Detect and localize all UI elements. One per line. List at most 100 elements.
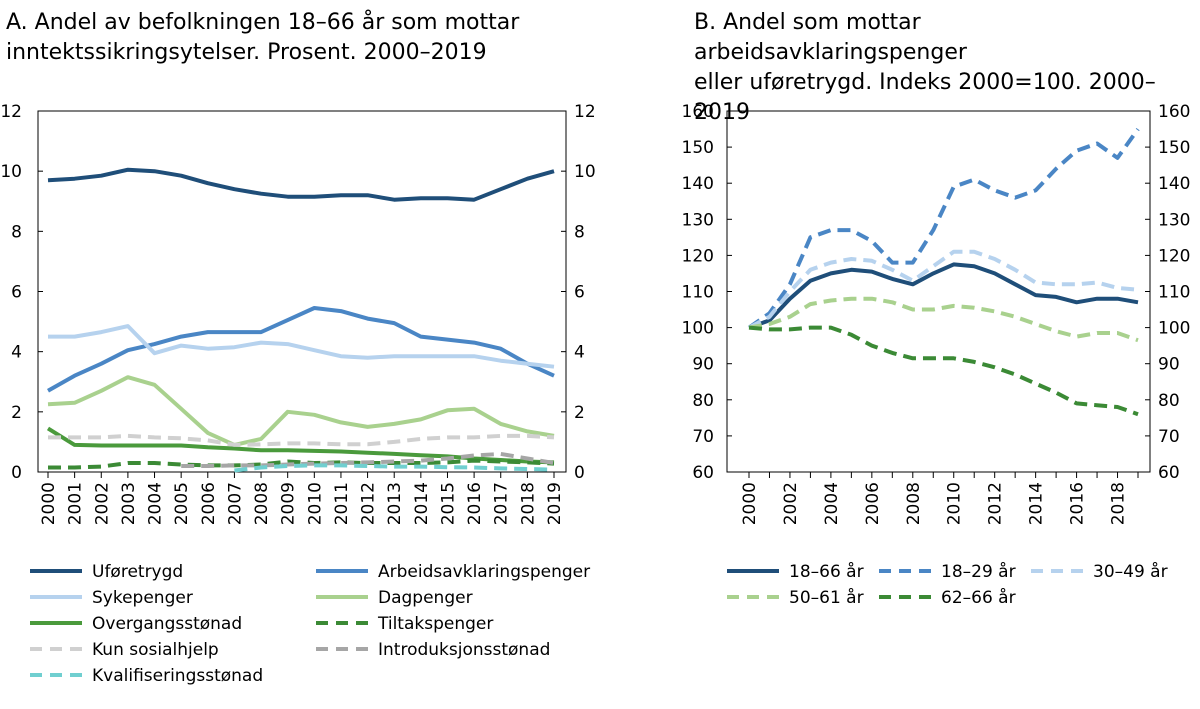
y-tick-label-right: 4 — [574, 343, 585, 363]
x-tick-label: 2000 — [39, 482, 59, 525]
series-line-62-66-år — [748, 325, 1139, 417]
y-tick-label-right: 8 — [574, 222, 585, 242]
x-tick-label: 2004 — [822, 482, 842, 525]
x-tick-label: 2004 — [146, 482, 166, 525]
y-tick-label-right: 120 — [1158, 246, 1190, 266]
x-tick-label: 2002 — [92, 482, 112, 525]
x-tick-label: 2014 — [412, 482, 432, 525]
y-tick-label-left: 4 — [11, 343, 22, 363]
chart-b-title-line-1: B. Andel som mottar arbeidsavklaringspen… — [694, 10, 967, 65]
y-tick-label-left: 12 — [0, 102, 22, 122]
series-line-kun-sosialhjelp — [48, 433, 555, 447]
x-tick-label: 2007 — [225, 482, 245, 525]
x-tick-label: 2006 — [863, 482, 883, 525]
x-tick-label: 2018 — [518, 482, 538, 525]
x-tick-label: 2019 — [545, 482, 565, 525]
series-line-18-29-år — [747, 127, 1140, 330]
y-tick-label-right: 12 — [574, 102, 596, 122]
series-line-30-49-år — [748, 249, 1139, 330]
y-tick-label-right: 70 — [1158, 427, 1180, 447]
y-tick-label-right: 90 — [1158, 355, 1180, 375]
chart-a-title: A. Andel av befolkningen 18–66 år som mo… — [6, 8, 566, 68]
series-line-uføretrygd — [47, 167, 555, 202]
x-tick-label: 2018 — [1109, 482, 1129, 525]
y-tick-label-right: 100 — [1158, 319, 1190, 339]
x-tick-label: 2014 — [1027, 482, 1047, 525]
legend-label-sykepenger: Sykepenger — [92, 588, 193, 608]
y-tick-label-left: 70 — [692, 427, 714, 447]
plot-frame-b — [726, 110, 1151, 473]
legend-label-kvalifiseringsstønad: Kvalifiseringsstønad — [92, 666, 263, 686]
legend-label-18-29-år: 18–29 år — [941, 561, 1016, 582]
y-tick-label-right: 80 — [1158, 391, 1180, 411]
y-tick-label-left: 6 — [11, 283, 22, 303]
y-tick-label-left: 100 — [682, 319, 714, 339]
chart-b-title-line-2: eller uføretrygd. Indeks 2000=100. 2000–… — [694, 70, 1156, 125]
legend-label-tiltakspenger: Tiltakspenger — [377, 614, 493, 634]
series-line-dagpenger — [47, 375, 555, 447]
x-tick-label: 2005 — [172, 482, 192, 525]
series-line-arbeidsavklaringspenger — [47, 306, 555, 393]
chart-a: 0 0 2 2 4 4 6 6 8 8 10 10 12 12 2000 2001 2002 2003 2004 20… — [0, 102, 595, 686]
chart-a-title-line-2: inntektssikringsytelser. Prosent. 2000–2… — [6, 40, 487, 65]
y-tick-label-left: 160 — [682, 102, 714, 122]
series-line-overgangsstønad — [46, 426, 555, 465]
y-tick-label-right: 60 — [1158, 463, 1180, 483]
x-tick-label: 2008 — [904, 482, 924, 525]
y-tick-label-right: 140 — [1158, 174, 1190, 194]
y-tick-label-right: 10 — [574, 162, 596, 182]
y-tick-label-left: 10 — [0, 162, 22, 182]
x-tick-label: 2012 — [986, 482, 1006, 525]
y-tick-label-right: 110 — [1158, 283, 1190, 303]
x-tick-label: 2010 — [945, 482, 965, 525]
legend-label-62-66-år: 62–66 år — [941, 587, 1016, 608]
y-tick-label-right: 2 — [574, 403, 585, 423]
legend-label-overgangsstønad: Overgangsstønad — [92, 614, 242, 634]
legend-label-50-61-år: 50–61 år — [789, 587, 864, 608]
x-tick-label: 2016 — [465, 482, 485, 525]
series-line-18-66-år — [748, 262, 1139, 330]
y-tick-label-left: 110 — [682, 283, 714, 303]
x-tick-label: 2017 — [492, 482, 512, 525]
legend-label-introduksjonsstønad: Introduksjonsstønad — [378, 640, 550, 660]
x-tick-label: 2002 — [781, 482, 801, 525]
y-tick-label-left: 120 — [682, 246, 714, 266]
series-line-kvalifiseringsstønad — [234, 463, 555, 473]
series-line-50-61-år — [748, 296, 1139, 343]
y-tick-label-left: 140 — [682, 174, 714, 194]
x-tick-label: 2008 — [252, 482, 272, 525]
x-tick-label: 2015 — [438, 482, 458, 525]
legend-label-uføretrygd: Uføretrygd — [92, 562, 183, 582]
chart-b: 60 60 70 70 80 80 90 90 100 100 110 110 120 120 130 130… — [682, 102, 1191, 608]
y-tick-label-left: 2 — [11, 403, 22, 423]
y-tick-label-right: 130 — [1158, 210, 1190, 230]
x-tick-label: 2001 — [66, 482, 86, 525]
x-tick-label: 2000 — [740, 482, 760, 525]
x-tick-label: 2011 — [332, 482, 352, 525]
y-tick-label-left: 130 — [682, 210, 714, 230]
x-tick-label: 2006 — [199, 482, 219, 525]
y-tick-label-left: 150 — [682, 138, 714, 158]
x-tick-label: 2010 — [305, 482, 325, 525]
x-tick-label: 2012 — [359, 482, 379, 525]
y-tick-label-left: 60 — [692, 463, 714, 483]
series-line-introduksjonsstønad — [181, 451, 555, 468]
chart-a-title-line-1: A. Andel av befolkningen 18–66 år som mo… — [6, 10, 520, 35]
y-tick-label-left: 90 — [692, 355, 714, 375]
y-tick-label-right: 6 — [574, 283, 585, 303]
x-tick-label: 2009 — [279, 482, 299, 525]
x-tick-label: 2013 — [385, 482, 405, 525]
y-tick-label-right: 150 — [1158, 138, 1190, 158]
y-tick-label-right: 160 — [1158, 102, 1190, 122]
y-tick-label-right: 0 — [574, 463, 585, 483]
legend-label-18-66-år: 18–66 år — [789, 561, 864, 582]
x-tick-label: 2003 — [119, 482, 139, 525]
series-line-tiltakspenger — [48, 458, 555, 470]
legend-label-30-49-år: 30–49 år — [1093, 561, 1168, 582]
legend-label-dagpenger: Dagpenger — [378, 588, 473, 608]
y-tick-label-left: 0 — [11, 463, 22, 483]
y-tick-label-left: 8 — [11, 222, 22, 242]
legend-label-arbeidsavklaringspenger: Arbeidsavklaringspenger — [378, 562, 590, 582]
chart-b-title: B. Andel som mottar arbeidsavklaringspen… — [694, 8, 1200, 128]
